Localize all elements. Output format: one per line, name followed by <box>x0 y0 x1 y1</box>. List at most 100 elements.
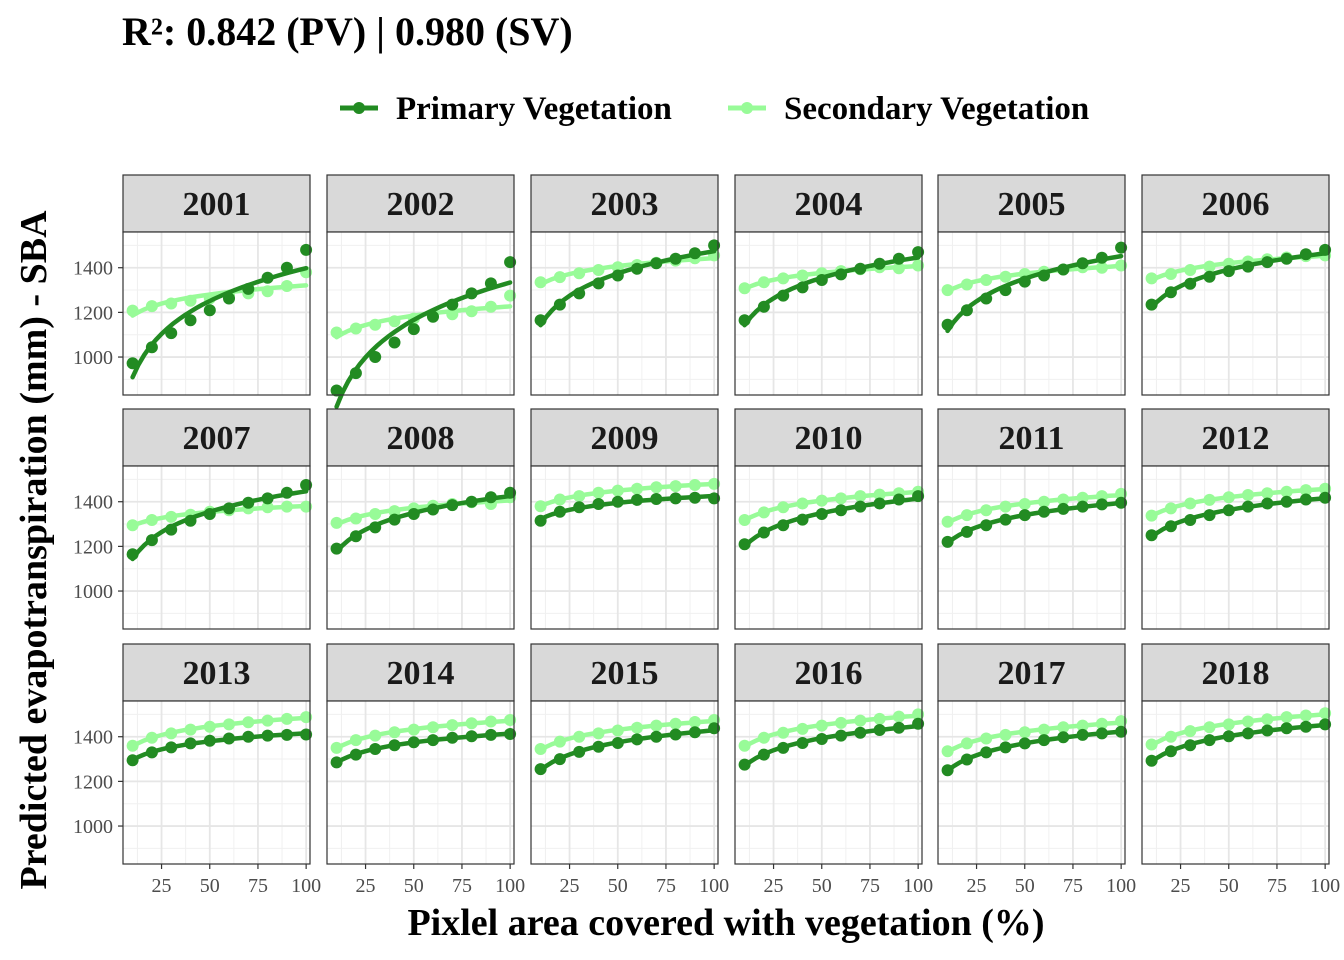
facet-panel-2001: 2001 1000 1200 1400 <box>73 174 313 396</box>
fit-line-primary <box>742 723 921 769</box>
point-primary <box>815 274 828 286</box>
point-primary <box>504 256 517 269</box>
point-primary <box>650 730 663 743</box>
point-secondary <box>1115 487 1128 500</box>
panel-border <box>530 700 719 865</box>
point-secondary <box>757 276 770 289</box>
fit-line-secondary <box>1149 486 1328 519</box>
x-tick-label: 100 <box>291 875 321 897</box>
y-axis-label: Predicted evapotranspiration (mm) - SBA <box>13 210 55 890</box>
point-primary <box>145 341 158 354</box>
point-secondary <box>611 484 624 497</box>
facet-strip-label: 2015 <box>591 655 659 692</box>
point-primary <box>1299 248 1312 261</box>
y-tick-label: 1400 <box>73 258 113 280</box>
point-primary <box>242 282 255 295</box>
point-secondary <box>1057 721 1070 734</box>
point-primary <box>300 243 313 256</box>
point-secondary <box>1164 730 1177 743</box>
point-secondary <box>796 497 809 510</box>
point-secondary <box>854 490 867 503</box>
point-secondary <box>1261 487 1274 500</box>
point-primary <box>1184 277 1197 290</box>
point-primary <box>534 763 547 776</box>
point-primary <box>835 504 847 517</box>
point-primary <box>1164 745 1177 758</box>
point-primary <box>796 737 809 749</box>
point-secondary <box>738 739 751 752</box>
point-secondary <box>796 722 809 735</box>
point-secondary <box>708 477 721 490</box>
point-secondary <box>688 716 701 728</box>
point-secondary <box>1076 719 1089 732</box>
point-secondary <box>1076 491 1089 504</box>
facet-strip <box>734 174 923 233</box>
facet-panel-2013: 2013 1000 1200 1400 25 50 75 100 <box>73 643 321 897</box>
point-secondary <box>873 712 886 725</box>
point-primary <box>184 737 197 750</box>
point-secondary <box>465 717 478 730</box>
legend-marker-primary <box>353 102 365 114</box>
facet-panel-2003: 2003 <box>530 174 721 396</box>
x-tick-label: 50 <box>1015 875 1035 897</box>
point-secondary <box>854 714 867 727</box>
point-primary <box>650 257 663 270</box>
point-secondary <box>669 480 682 493</box>
facet-strip <box>326 408 515 467</box>
fit-line-secondary <box>334 718 513 751</box>
point-primary <box>1018 509 1031 522</box>
point-primary <box>330 384 343 397</box>
point-primary <box>611 495 624 508</box>
point-secondary <box>1095 717 1108 730</box>
panel-background <box>327 466 514 629</box>
point-primary <box>534 314 547 327</box>
point-primary <box>1164 286 1177 299</box>
point-primary <box>688 726 701 739</box>
fit-line-secondary <box>742 713 921 750</box>
point-secondary <box>1164 502 1177 515</box>
point-secondary <box>1280 485 1293 498</box>
facet-strip <box>122 643 311 702</box>
point-primary <box>854 262 867 275</box>
panel-background <box>938 701 1125 864</box>
point-secondary <box>912 708 925 721</box>
facet-strip <box>122 408 311 467</box>
facet-strip-label: 2018 <box>1202 655 1270 692</box>
x-tick-label: 75 <box>1063 875 1083 897</box>
point-primary <box>280 261 293 274</box>
point-secondary <box>330 326 343 339</box>
point-primary <box>873 257 886 270</box>
point-primary <box>369 743 382 755</box>
facet-strip-label: 2013 <box>183 655 251 692</box>
point-secondary <box>777 726 790 739</box>
panel-background <box>123 466 310 629</box>
panel-border <box>937 231 1126 396</box>
point-secondary <box>504 714 517 726</box>
point-secondary <box>280 500 293 513</box>
facet-strip-label: 2002 <box>387 186 455 223</box>
point-secondary <box>1018 726 1031 739</box>
point-secondary <box>573 267 586 280</box>
point-primary <box>1184 514 1197 526</box>
panel-background <box>123 701 310 864</box>
panel-border <box>1141 700 1330 865</box>
point-primary <box>349 748 362 761</box>
point-primary <box>484 728 497 741</box>
fit-line-primary <box>945 500 1124 546</box>
point-primary <box>349 530 362 543</box>
facet-strip-label: 2016 <box>795 655 863 692</box>
point-primary <box>203 304 216 317</box>
fit-line-primary <box>334 280 513 409</box>
point-secondary <box>369 729 382 742</box>
panel-border <box>122 465 311 630</box>
point-primary <box>611 737 624 749</box>
x-tick-label: 100 <box>699 875 729 897</box>
facet-strip-label: 2011 <box>998 420 1064 457</box>
point-primary <box>203 508 216 520</box>
fit-line-primary <box>742 496 921 549</box>
point-primary <box>388 513 401 526</box>
x-tick-label: 50 <box>1219 875 1239 897</box>
x-tick-label: 25 <box>152 875 172 897</box>
point-primary <box>1145 529 1158 542</box>
point-primary <box>708 722 721 735</box>
